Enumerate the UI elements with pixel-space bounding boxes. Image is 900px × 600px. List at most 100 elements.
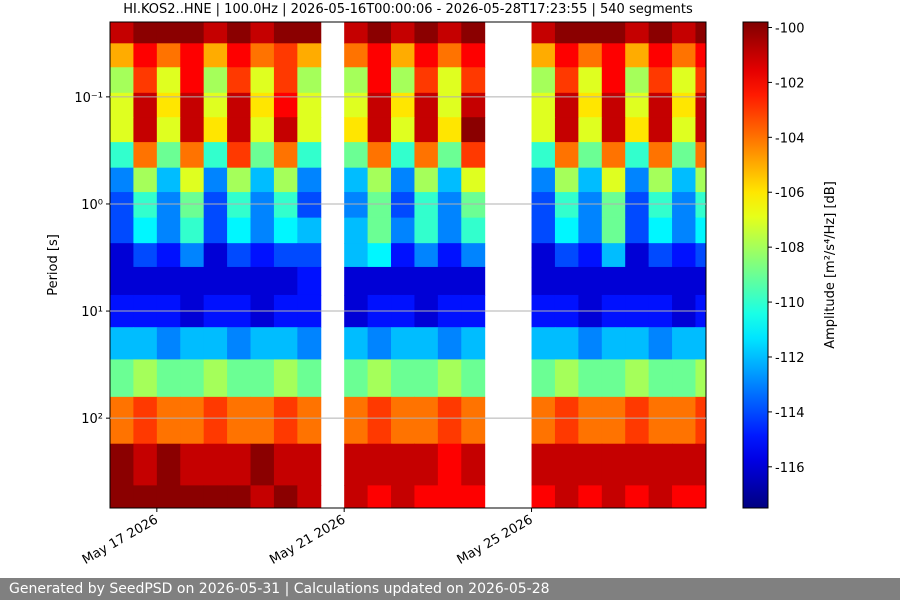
- cell: [297, 485, 322, 508]
- cell: [180, 396, 205, 445]
- cell: [156, 67, 181, 94]
- colorbar-tick-label: -114: [775, 406, 805, 421]
- cell: [531, 67, 556, 94]
- colorbar-tick-label: -106: [775, 186, 805, 201]
- cell: [554, 485, 579, 508]
- colorbar-tick-label: -104: [775, 131, 805, 146]
- cell: [110, 396, 134, 445]
- colorbar-tick-label: -100: [775, 21, 805, 36]
- cell: [367, 485, 392, 508]
- cell: [391, 92, 415, 118]
- cell: [461, 485, 486, 508]
- cell: [554, 67, 579, 94]
- cell: [227, 92, 252, 118]
- cell: [156, 327, 181, 360]
- cell: [625, 359, 650, 398]
- cell: [391, 167, 415, 193]
- cell: [414, 67, 439, 94]
- cell: [273, 43, 298, 68]
- cell: [414, 167, 439, 193]
- footer: Generated by SeedPSD on 2026-05-31 | Cal…: [0, 578, 900, 600]
- cell: [297, 117, 322, 143]
- cell: [250, 67, 275, 94]
- cell: [156, 43, 181, 68]
- cell: [531, 217, 556, 244]
- cell: [414, 217, 439, 244]
- cell: [203, 142, 228, 169]
- cell: [578, 92, 603, 118]
- cell: [110, 67, 134, 94]
- cell: [601, 22, 626, 44]
- cell: [227, 67, 252, 94]
- colorbar-tick-label: -108: [775, 241, 805, 256]
- cell: [344, 117, 369, 143]
- cell: [297, 92, 322, 118]
- cell: [297, 243, 322, 268]
- cell: [672, 67, 696, 94]
- cell: [437, 443, 462, 486]
- cell: [648, 327, 673, 360]
- cell: [227, 327, 252, 360]
- cell: [695, 22, 706, 44]
- cell: [391, 117, 415, 143]
- cell: [227, 443, 252, 486]
- cell: [391, 485, 415, 508]
- cell: [133, 359, 158, 398]
- cell: [227, 142, 252, 169]
- y-tick-label: 10⁰: [81, 198, 103, 213]
- cell: [203, 92, 228, 118]
- cell: [156, 92, 181, 118]
- cell: [273, 327, 298, 360]
- cell: [391, 266, 415, 296]
- cell: [461, 443, 486, 486]
- cell: [601, 266, 626, 296]
- cell: [227, 217, 252, 244]
- cell: [203, 67, 228, 94]
- cell: [367, 327, 392, 360]
- cell: [344, 67, 369, 94]
- cell: [695, 266, 706, 296]
- cell: [578, 117, 603, 143]
- cell: [367, 396, 392, 445]
- cell: [578, 396, 603, 445]
- cell: [156, 217, 181, 244]
- cell: [648, 22, 673, 44]
- cell: [531, 43, 556, 68]
- cell: [648, 43, 673, 68]
- cell: [461, 266, 486, 296]
- cell: [110, 243, 134, 268]
- cell: [156, 485, 181, 508]
- cell: [531, 117, 556, 143]
- cell: [695, 167, 706, 193]
- cell: [250, 192, 275, 219]
- cell: [273, 266, 298, 296]
- cell: [203, 22, 228, 44]
- cell: [625, 167, 650, 193]
- colorbar-tick-label: -102: [775, 76, 805, 91]
- cell: [156, 443, 181, 486]
- cell: [391, 43, 415, 68]
- cell: [227, 43, 252, 68]
- y-axis-label: Period [s]: [46, 234, 61, 296]
- cell: [554, 92, 579, 118]
- cell: [625, 327, 650, 360]
- cell: [227, 359, 252, 398]
- cell: [133, 67, 158, 94]
- cell: [531, 266, 556, 296]
- colorbar-tick-label: -116: [775, 461, 805, 476]
- cell: [344, 92, 369, 118]
- cell: [554, 266, 579, 296]
- cell: [578, 192, 603, 219]
- cell: [578, 327, 603, 360]
- cell: [180, 43, 205, 68]
- cell: [273, 396, 298, 445]
- cell: [578, 22, 603, 44]
- cell: [672, 92, 696, 118]
- cell: [437, 167, 462, 193]
- cell: [554, 43, 579, 68]
- cell: [133, 217, 158, 244]
- cell: [672, 266, 696, 296]
- cell: [437, 396, 462, 445]
- cell: [531, 359, 556, 398]
